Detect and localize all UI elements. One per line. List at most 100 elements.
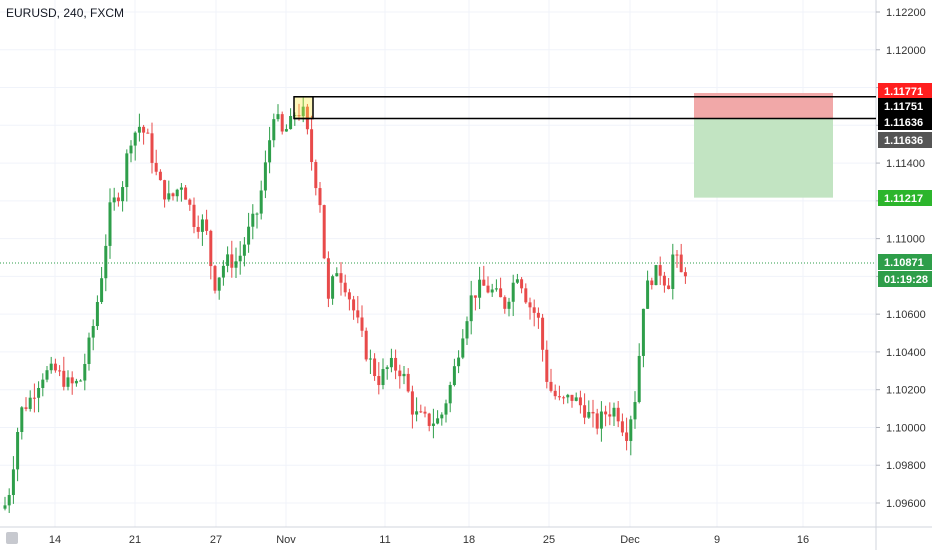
candle-down bbox=[482, 279, 486, 286]
candle-down bbox=[196, 226, 200, 232]
candle-down bbox=[675, 254, 679, 256]
candle-down bbox=[347, 292, 351, 300]
candle-up bbox=[633, 402, 637, 420]
candle-up bbox=[221, 265, 225, 278]
candle-down bbox=[163, 180, 167, 200]
candle-up bbox=[259, 190, 263, 214]
price-tag-current: 1.10871 bbox=[884, 257, 924, 269]
candle-up bbox=[566, 394, 570, 398]
candle-up bbox=[91, 326, 95, 338]
price-tag-countdown-bg bbox=[878, 271, 932, 287]
candle-down bbox=[373, 358, 377, 377]
candle-down bbox=[154, 162, 158, 172]
y-tick-label: 1.12000 bbox=[886, 45, 926, 57]
candle-up bbox=[7, 495, 11, 506]
candle-up bbox=[100, 278, 104, 303]
candle-down bbox=[608, 414, 612, 417]
candle-down bbox=[150, 133, 154, 163]
candle-up bbox=[45, 370, 49, 380]
price-tag-target-bg bbox=[878, 190, 932, 206]
candle-down bbox=[314, 162, 318, 189]
candle-down bbox=[326, 258, 330, 299]
candle-down bbox=[683, 272, 687, 277]
y-tick-label: 1.10000 bbox=[886, 422, 926, 434]
candle-up bbox=[28, 397, 32, 409]
candle-down bbox=[116, 197, 120, 202]
take-profit-zone bbox=[694, 118, 833, 198]
candle-up bbox=[95, 302, 99, 327]
y-tick-label: 1.09800 bbox=[886, 460, 926, 472]
candle-up bbox=[587, 411, 591, 418]
candle-up bbox=[20, 407, 24, 432]
candle-up bbox=[385, 367, 389, 370]
candle-down bbox=[142, 126, 146, 133]
candle-up bbox=[234, 261, 238, 268]
candle-down bbox=[499, 288, 503, 298]
x-tick-label: 27 bbox=[210, 534, 222, 546]
y-tick-label: 1.12200 bbox=[886, 7, 926, 19]
candle-up bbox=[457, 357, 461, 367]
candle-down bbox=[503, 297, 507, 309]
candle-up bbox=[289, 115, 293, 130]
candle-down bbox=[230, 254, 234, 268]
candle-down bbox=[352, 299, 356, 311]
candle-down bbox=[339, 273, 343, 283]
tv-logo-icon bbox=[6, 532, 18, 544]
candle-down bbox=[536, 312, 540, 318]
candle-up bbox=[242, 244, 246, 256]
candle-up bbox=[79, 380, 83, 382]
candle-down bbox=[70, 377, 74, 384]
candle-up bbox=[436, 418, 440, 424]
candle-down bbox=[650, 280, 654, 286]
symbol-title: EURUSD, 240, FXCM bbox=[6, 6, 125, 20]
candle-up bbox=[646, 280, 650, 309]
candle-up bbox=[3, 505, 7, 509]
corner-box bbox=[878, 530, 932, 550]
candle-up bbox=[452, 366, 456, 386]
candle-down bbox=[473, 295, 477, 298]
candle-up bbox=[11, 469, 15, 496]
candle-up bbox=[108, 202, 112, 246]
candle-up bbox=[121, 187, 125, 202]
candle-up bbox=[335, 273, 339, 277]
candle-down bbox=[32, 397, 36, 399]
candle-down bbox=[595, 413, 599, 429]
price-tag-box-bottom: 1.11636 bbox=[884, 117, 923, 129]
candle-down bbox=[318, 188, 322, 206]
candle-down bbox=[625, 432, 629, 441]
candle-down bbox=[486, 285, 490, 293]
candle-up bbox=[368, 358, 372, 360]
candle-up bbox=[301, 106, 305, 117]
candle-up bbox=[381, 369, 385, 386]
candle-up bbox=[247, 226, 251, 245]
y-tick-label: 1.10600 bbox=[886, 309, 926, 321]
candle-up bbox=[440, 414, 444, 419]
candle-up bbox=[276, 114, 280, 120]
candle-down bbox=[583, 405, 587, 418]
x-tick-label: 25 bbox=[543, 534, 555, 546]
candle-down bbox=[213, 266, 217, 291]
candle-down bbox=[667, 285, 671, 289]
x-tick-label: Nov bbox=[276, 534, 296, 546]
candle-up bbox=[268, 140, 272, 163]
y-tick-label: 1.10200 bbox=[886, 385, 926, 397]
price-tag-current-bg bbox=[878, 254, 932, 270]
candle-up bbox=[16, 431, 20, 470]
candle-up bbox=[478, 279, 482, 298]
candle-up bbox=[599, 411, 603, 429]
candle-down bbox=[620, 421, 624, 433]
candle-up bbox=[133, 132, 137, 146]
candle-down bbox=[570, 394, 574, 401]
candle-down bbox=[209, 230, 213, 267]
x-tick-label: 16 bbox=[797, 534, 809, 546]
candle-down bbox=[524, 288, 528, 303]
candle-down bbox=[658, 265, 662, 276]
candle-down bbox=[205, 219, 209, 231]
candle-up bbox=[226, 254, 230, 266]
candle-up bbox=[272, 119, 276, 141]
candle-down bbox=[58, 370, 62, 372]
price-tag-countdown: 01:19:28 bbox=[884, 274, 928, 286]
price-tag-stop-bg bbox=[878, 83, 932, 99]
